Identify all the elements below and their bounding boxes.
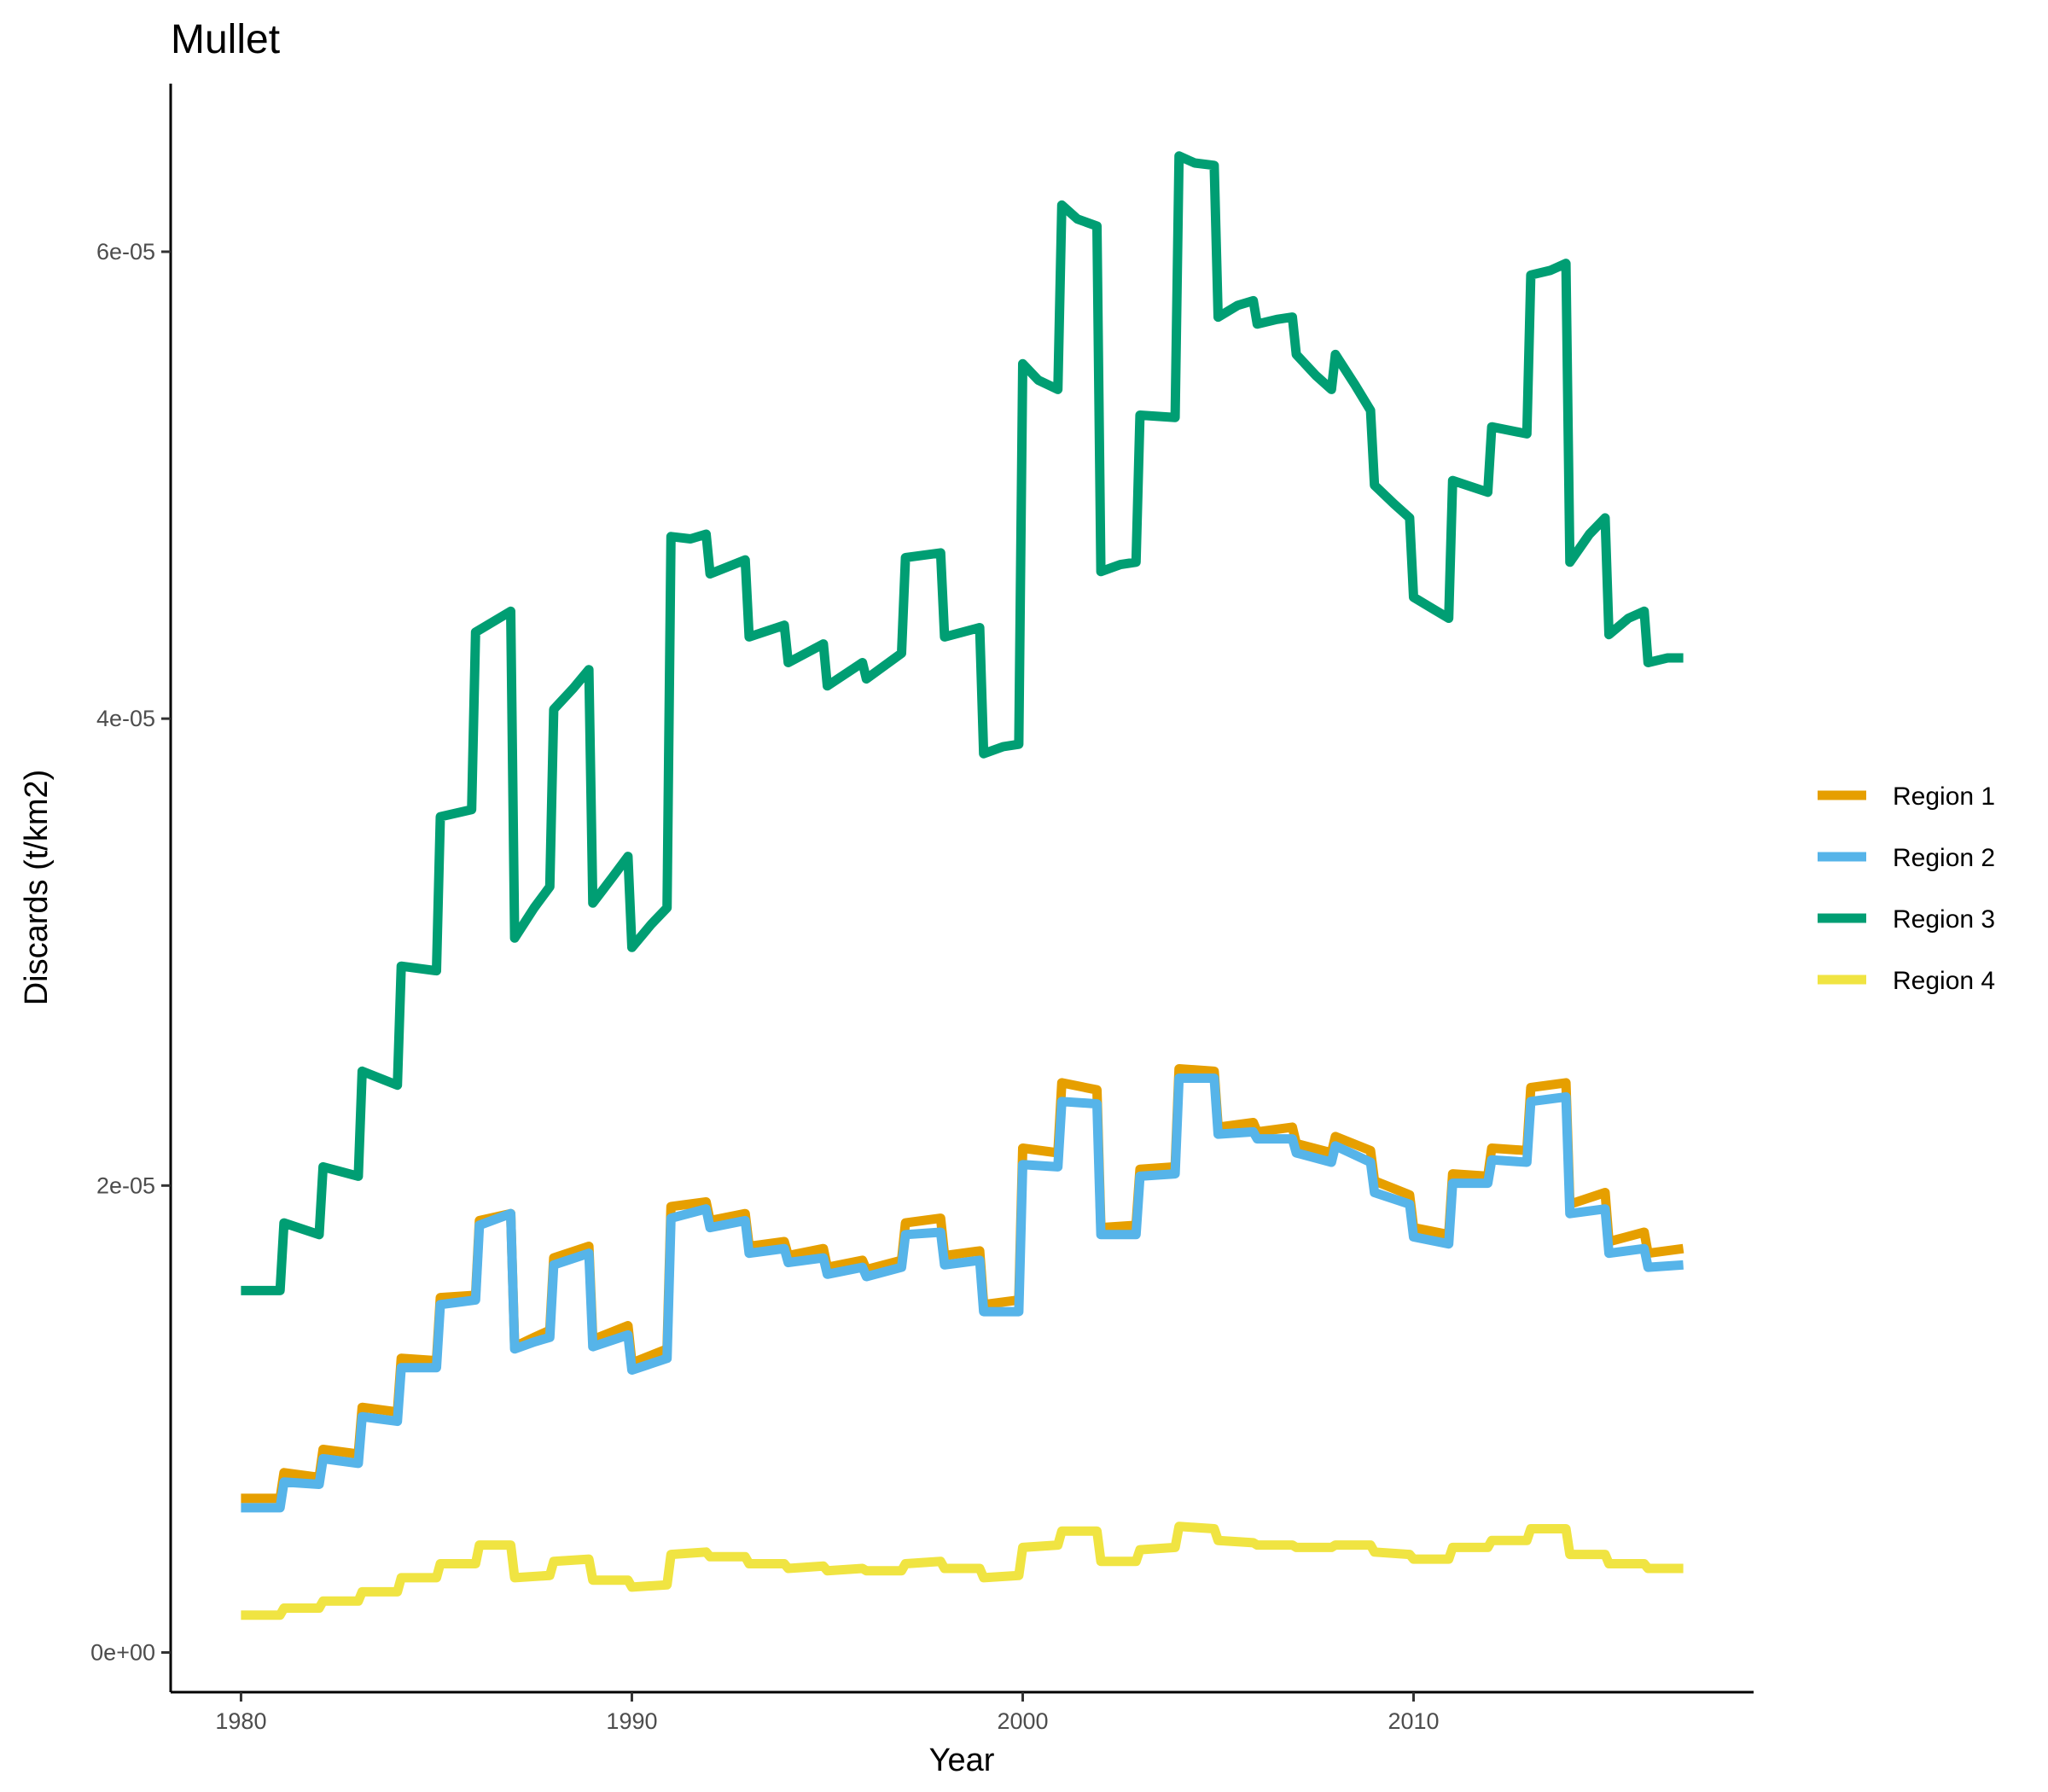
legend-label-region-3: Region 3 xyxy=(1893,905,1995,934)
y-tick-label: 0e+00 xyxy=(90,1639,155,1665)
series-layer xyxy=(241,151,1684,1620)
x-tick-label: 1980 xyxy=(215,1708,266,1734)
chart-title: Mullet xyxy=(171,17,280,62)
y-axis-ticks: 0e+00 2e-05 4e-05 6e-05 xyxy=(90,239,171,1665)
legend: Region 1 Region 2 Region 3 Region 4 xyxy=(1818,783,1995,995)
x-tick-label: 1990 xyxy=(606,1708,657,1734)
y-axis-title: Discards (t/km2) xyxy=(19,770,55,1006)
y-tick-label: 4e-05 xyxy=(96,706,155,731)
legend-item-region-1: Region 1 xyxy=(1818,783,1995,811)
x-axis-ticks: 1980 1990 2000 2010 xyxy=(215,1692,1440,1734)
legend-label-region-4: Region 4 xyxy=(1893,967,1995,995)
series-line-region-4 xyxy=(241,1521,1684,1620)
legend-item-region-3: Region 3 xyxy=(1818,905,1995,934)
y-tick-label: 6e-05 xyxy=(96,239,155,265)
legend-item-region-2: Region 2 xyxy=(1818,844,1995,872)
legend-label-region-2: Region 2 xyxy=(1893,844,1995,872)
legend-label-region-1: Region 1 xyxy=(1893,783,1995,811)
y-tick-label: 2e-05 xyxy=(96,1172,155,1198)
series-line-region-3 xyxy=(241,151,1684,1295)
x-tick-label: 2000 xyxy=(997,1708,1048,1734)
legend-item-region-4: Region 4 xyxy=(1818,967,1995,995)
x-tick-label: 2010 xyxy=(1388,1708,1439,1734)
series-line-region-2 xyxy=(241,1073,1684,1513)
x-axis-title: Year xyxy=(929,1743,995,1778)
